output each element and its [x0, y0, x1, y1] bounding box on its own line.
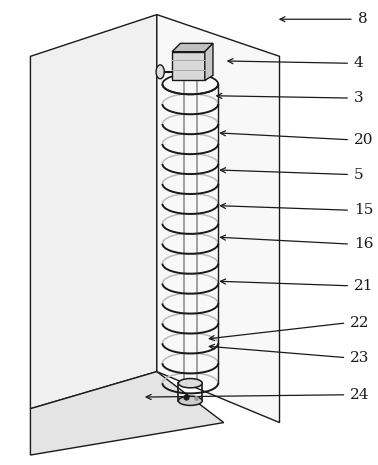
Text: 3: 3 — [354, 91, 364, 105]
Polygon shape — [157, 14, 279, 423]
Text: 5: 5 — [354, 167, 364, 181]
Polygon shape — [172, 52, 205, 80]
Polygon shape — [31, 372, 224, 455]
Text: 16: 16 — [354, 237, 373, 251]
Text: 23: 23 — [350, 351, 370, 365]
Text: 4: 4 — [354, 56, 364, 70]
Polygon shape — [205, 43, 213, 80]
Polygon shape — [172, 43, 213, 52]
Ellipse shape — [156, 65, 164, 79]
Text: 24: 24 — [350, 388, 370, 402]
Text: 20: 20 — [354, 133, 373, 147]
Ellipse shape — [178, 396, 202, 405]
Ellipse shape — [178, 379, 202, 388]
Text: 15: 15 — [354, 203, 373, 217]
Text: 22: 22 — [350, 316, 370, 330]
Text: 21: 21 — [354, 279, 373, 293]
Polygon shape — [31, 14, 157, 409]
Text: 8: 8 — [358, 12, 367, 26]
